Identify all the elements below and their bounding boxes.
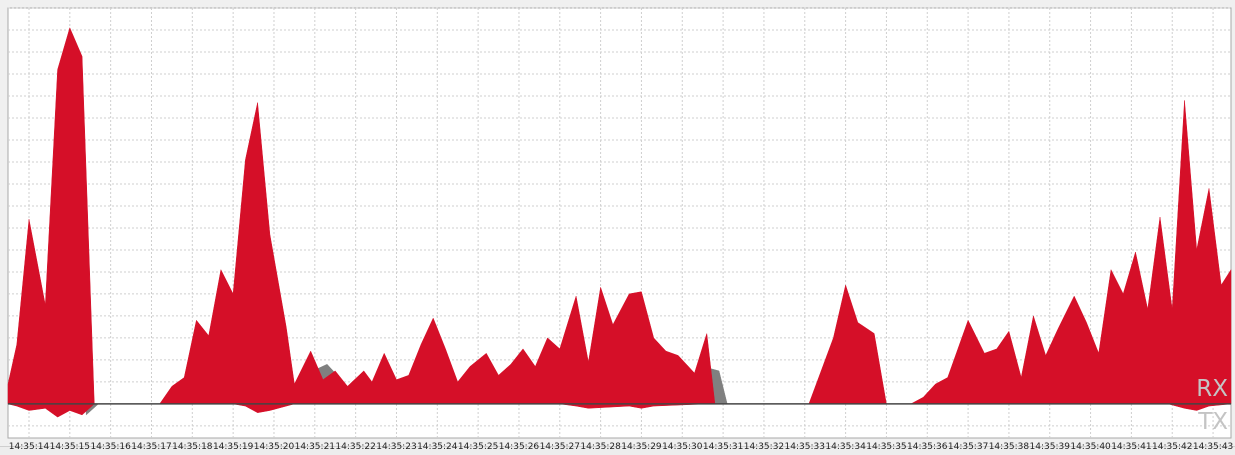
x-tick-label: 14:35:18 [172,442,213,452]
x-tick-label: 14:35:24 [417,442,458,452]
x-tick-label: 14:35:30 [662,442,703,452]
x-tick-label: 14:35:42 [1152,442,1192,452]
x-tick-label: 14:35:37 [948,442,988,452]
x-tick-label: 14:35:25 [458,442,498,452]
x-tick-label: 14:35:32 [744,442,784,452]
x-tick-label: 14:35:26 [499,442,540,452]
x-tick-label: 14:35:27 [540,442,580,452]
x-tick-label: 14:35:29 [621,442,662,452]
x-tick-label: 14:35:34 [825,442,866,452]
x-tick-label: 14:35:36 [907,442,948,452]
x-tick-label: 14:35:35 [866,442,906,452]
x-tick-label: 14:35:28 [580,442,621,452]
x-tick-label: 14:35:23 [376,442,416,452]
x-tick-label: 14:35:40 [1070,442,1111,452]
x-tick-label: 14:35:38 [989,442,1030,452]
x-tick-label: 14:35:41 [1111,442,1151,452]
x-tick-label: 14:35:33 [785,442,825,452]
rx-series-area [7,27,1232,405]
x-tick-label: 14:35:16 [90,442,131,452]
x-tick-label: 14:35:17 [131,442,171,452]
tx-label: TX [1197,409,1228,435]
x-tick-label: 14:35:39 [1030,442,1071,452]
x-tick-label: 14:35:43 [1193,442,1233,452]
x-tick-label: 14:35:14 [9,442,50,452]
x-tick-label: 14:35:20 [254,442,295,452]
x-tick-label: 14:35:21 [295,442,335,452]
x-axis-ticks: 14:35:14 14:35:15 14:35:16 14:35:17 14:35:18… [9,442,1233,452]
rx-label: RX [1196,376,1228,402]
x-tick-label: 14:35:15 [50,442,90,452]
x-tick-label: 14:35:31 [703,442,743,452]
x-tick-label: 14:35:19 [213,442,254,452]
x-tick-label: 14:35:22 [335,442,375,452]
